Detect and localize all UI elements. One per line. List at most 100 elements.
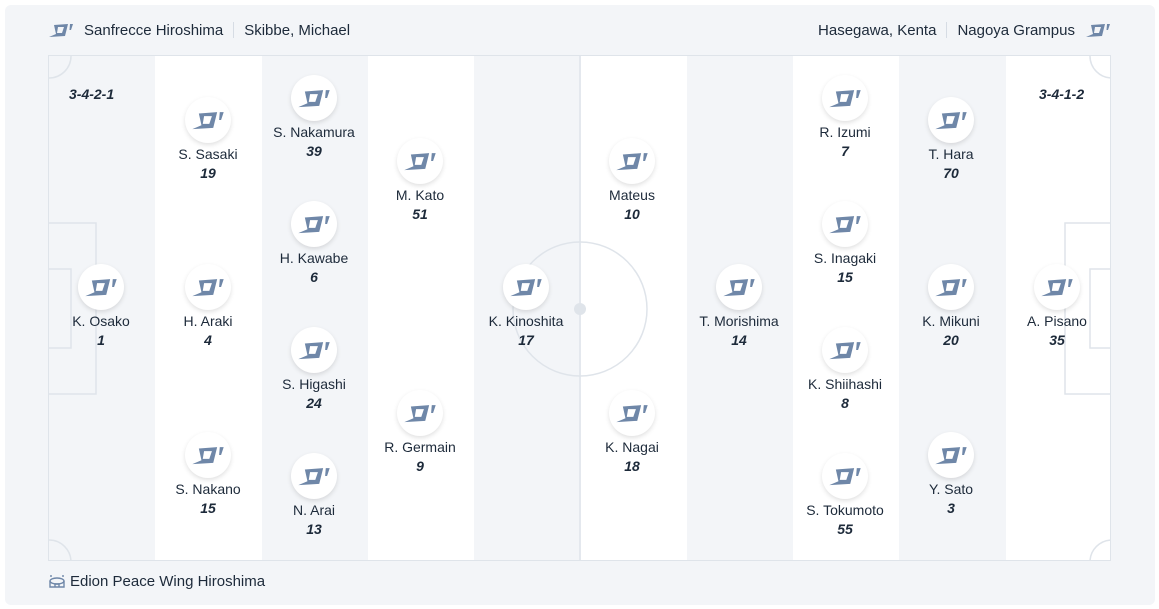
player-team-logo-icon [928,432,974,478]
player-number: 3 [947,500,955,516]
player-name: M. Kato [395,187,445,203]
away-header: Hasegawa, Kenta Nagoya Grampus [818,20,1111,40]
player[interactable]: T. Morishima 14 [679,264,799,348]
player[interactable]: S. Tokumoto 55 [785,453,905,537]
venue-name: Edion Peace Wing Hiroshima [70,573,266,590]
away-team-name[interactable]: Nagoya Grampus [957,21,1075,39]
player-number: 4 [204,332,212,348]
player-team-logo-icon [928,97,974,143]
player[interactable]: T. Hara 70 [891,97,1011,181]
player-name: S. Sasaki [178,146,238,162]
player-name: T. Hara [928,146,974,162]
player-number: 55 [837,521,853,537]
divider [946,22,948,38]
player-number: 20 [943,332,959,348]
player-number: 10 [624,206,640,222]
player[interactable]: Mateus 10 [572,138,692,222]
player-team-logo-icon [291,201,337,247]
player-number: 9 [416,458,424,474]
player[interactable]: R. Izumi 7 [785,75,905,159]
player[interactable]: K. Kinoshita 17 [466,264,586,348]
player[interactable]: H. Araki 4 [148,264,268,348]
player-name: S. Higashi [282,376,346,392]
player-name: S. Tokumoto [806,502,884,518]
player[interactable]: Y. Sato 3 [891,432,1011,516]
home-team-name[interactable]: Sanfrecce Hiroshima [84,21,224,39]
home-formation: 3-4-2-1 [69,86,115,102]
player-team-logo-icon [185,264,231,310]
stadium-icon [49,574,65,588]
home-header: Sanfrecce Hiroshima Skibbe, Michael [48,20,350,40]
player-name: S. Nakamura [273,124,355,140]
player-name: K. Mikuni [922,313,980,329]
player[interactable]: H. Kawabe 6 [254,201,374,285]
player[interactable]: K. Mikuni 20 [891,264,1011,348]
player[interactable]: S. Inagaki 15 [785,201,905,285]
player-team-logo-icon [928,264,974,310]
player-name: K. Nagai [605,439,659,455]
player-team-logo-icon [291,75,337,121]
player[interactable]: K. Nagai 18 [572,390,692,474]
player-number: 35 [1049,332,1065,348]
player-number: 13 [306,521,322,537]
away-team-logo-icon [1085,22,1111,38]
player-number: 15 [200,500,216,516]
player-name: H. Araki [183,313,233,329]
player[interactable]: K. Osako 1 [41,264,161,348]
player-number: 15 [837,269,853,285]
player-name: H. Kawabe [279,250,349,266]
player-name: S. Inagaki [813,250,877,266]
player-number: 8 [841,395,849,411]
player-team-logo-icon [78,264,124,310]
player[interactable]: K. Shiihashi 8 [785,327,905,411]
player[interactable]: S. Higashi 24 [254,327,374,411]
player-name: Y. Sato [928,481,974,497]
player-number: 17 [518,332,534,348]
player-team-logo-icon [822,201,868,247]
player-name: K. Shiihashi [808,376,882,392]
venue: Edion Peace Wing Hiroshima [48,573,265,590]
player-number: 18 [624,458,640,474]
player[interactable]: S. Sasaki 19 [148,97,268,181]
player-name: N. Arai [292,502,335,518]
player[interactable]: M. Kato 51 [360,138,480,222]
player-name: K. Kinoshita [488,313,564,329]
away-formation: 3-4-1-2 [1039,86,1085,102]
player[interactable]: S. Nakamura 39 [254,75,374,159]
player-name: R. Germain [384,439,456,455]
player-name: K. Osako [72,313,130,329]
player-number: 39 [306,143,322,159]
player-team-logo-icon [609,390,655,436]
player-team-logo-icon [397,138,443,184]
player-team-logo-icon [609,138,655,184]
player[interactable]: S. Nakano 15 [148,432,268,516]
player-team-logo-icon [822,75,868,121]
player-team-logo-icon [185,432,231,478]
player-number: 19 [200,165,216,181]
player[interactable]: N. Arai 13 [254,453,374,537]
home-team-logo-icon [48,22,74,38]
player-number: 6 [310,269,318,285]
player-number: 1 [97,332,105,348]
player-team-logo-icon [503,264,549,310]
away-coach: Hasegawa, Kenta [818,21,937,39]
player-number: 24 [306,395,322,411]
player-name: S. Nakano [175,481,241,497]
player-name: Mateus [609,187,655,203]
player[interactable]: R. Germain 9 [360,390,480,474]
divider [233,22,235,38]
player-number: 70 [943,165,959,181]
player[interactable]: A. Pisano 35 [997,264,1117,348]
player-team-logo-icon [185,97,231,143]
player-team-logo-icon [716,264,762,310]
player-team-logo-icon [291,327,337,373]
player-name: R. Izumi [819,124,871,140]
player-team-logo-icon [822,453,868,499]
player-team-logo-icon [291,453,337,499]
player-team-logo-icon [822,327,868,373]
player-name: T. Morishima [699,313,779,329]
player-team-logo-icon [1034,264,1080,310]
player-number: 14 [731,332,747,348]
player-team-logo-icon [397,390,443,436]
player-number: 7 [841,143,849,159]
